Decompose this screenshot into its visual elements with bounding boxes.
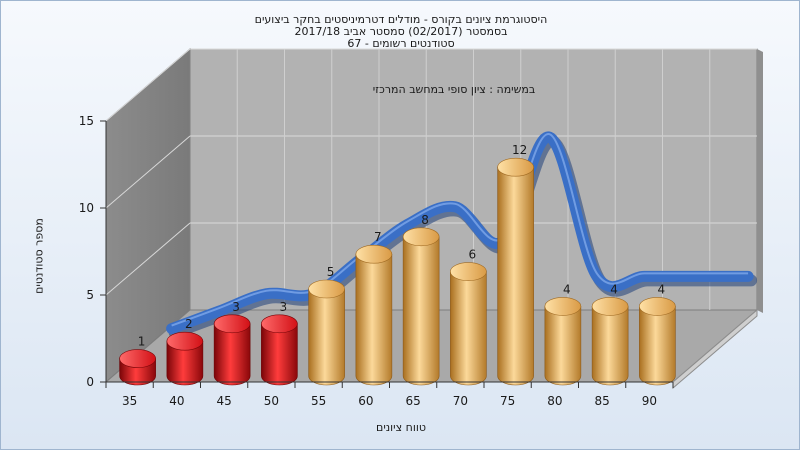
y-tick-label-5: 5	[86, 288, 94, 302]
bar-top-75	[497, 157, 534, 177]
y-tick-label-15: 15	[79, 114, 94, 128]
bar-80	[544, 297, 582, 386]
bar-35	[119, 349, 156, 386]
back-wall-edge	[757, 49, 763, 313]
bar-body-90	[639, 306, 676, 386]
x-tick-label-90: 90	[642, 394, 657, 408]
bar-top-85	[591, 297, 629, 316]
x-tick-label-75: 75	[500, 394, 515, 408]
curve-ribbon	[166, 131, 754, 335]
grid-line-left-1	[105, 222, 191, 296]
chart-axes	[100, 120, 674, 388]
bar-body-65	[402, 236, 440, 386]
data-label-90: 4	[658, 282, 666, 296]
bar-45	[213, 314, 251, 386]
bar-body-75	[497, 166, 534, 386]
bar-body-40	[166, 340, 204, 386]
data-label-45: 3	[232, 300, 240, 314]
distribution-curve	[166, 131, 758, 339]
bar-50	[261, 314, 298, 386]
y-axis-label: מספר סטודנטים	[32, 218, 46, 294]
data-label-55: 5	[327, 265, 335, 279]
bar-90	[639, 297, 676, 386]
chart-title-line-1: היסטוגרמת ציונים בקורס - מודלים דטרמיניס…	[254, 13, 548, 26]
x-tick-label-60: 60	[358, 394, 373, 408]
bar-top-45	[213, 314, 251, 334]
bar-55	[308, 279, 345, 386]
bar-60	[355, 244, 393, 386]
data-label-35: 1	[138, 335, 146, 349]
bar-top-35	[119, 349, 156, 368]
bar-body-85	[591, 306, 629, 386]
x-tick-label-40: 40	[169, 394, 184, 408]
y-tick-label-0: 0	[86, 375, 94, 389]
bar-top-40	[166, 331, 204, 351]
x-tick-label-45: 45	[216, 394, 231, 408]
bar-body-45	[213, 323, 251, 386]
x-tick-label-80: 80	[547, 394, 562, 408]
bar-top-65	[402, 227, 440, 247]
bar-top-80	[544, 297, 582, 316]
bar-top-70	[450, 262, 487, 281]
data-label-65: 8	[421, 213, 429, 227]
chart-title-line-3: סטודנטים רשומים - 67	[347, 37, 455, 50]
bar-65	[402, 227, 440, 386]
bar-top-90	[639, 297, 676, 316]
data-label-85: 4	[610, 282, 618, 296]
x-tick-label-50: 50	[264, 394, 279, 408]
grid-line-left-3	[105, 48, 191, 122]
x-tick-label-65: 65	[405, 394, 420, 408]
chart-title-line-2: בסמסטר (02/2017) סמסטר אביב 2017/18	[294, 25, 508, 38]
bar-40	[166, 331, 204, 386]
data-label-70: 6	[469, 248, 477, 262]
x-tick-label-55: 55	[311, 394, 326, 408]
data-label-60: 7	[374, 230, 382, 244]
bar-body-70	[450, 271, 487, 386]
curve-highlight	[171, 133, 749, 327]
data-label-80: 4	[563, 282, 571, 296]
bar-top-55	[308, 279, 345, 299]
data-label-75: 12	[512, 143, 527, 157]
bar-70	[450, 262, 487, 386]
bar-75	[497, 157, 534, 386]
x-tick-label-70: 70	[453, 394, 468, 408]
bar-top-60	[355, 244, 393, 264]
x-tick-label-85: 85	[594, 394, 609, 408]
y-tick-label-10: 10	[79, 201, 94, 215]
bar-body-50	[261, 323, 298, 386]
bar-body-60	[355, 253, 393, 386]
x-tick-label-35: 35	[122, 394, 137, 408]
data-label-50: 3	[280, 300, 288, 314]
x-axis-label: טווח ציונים	[376, 421, 426, 434]
chart-annotation: במשימה : ציון סופי במחשב המרכזי	[373, 83, 536, 96]
grid-line-left-2	[105, 135, 191, 209]
bar-top-50	[261, 314, 298, 334]
bar-body-55	[308, 288, 345, 386]
bar-body-80	[544, 306, 582, 386]
bar-85	[591, 297, 629, 386]
bar-series	[119, 157, 676, 386]
data-label-40: 2	[185, 317, 193, 331]
